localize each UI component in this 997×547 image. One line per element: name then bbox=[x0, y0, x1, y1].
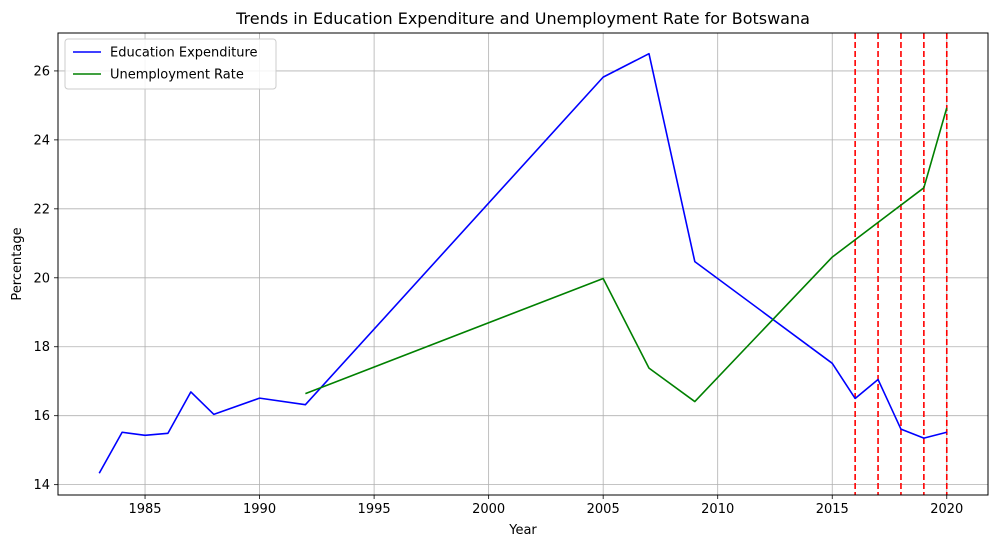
x-tick-label: 2015 bbox=[816, 502, 849, 517]
y-tick-label: 26 bbox=[33, 64, 50, 79]
y-tick-label: 14 bbox=[33, 478, 50, 493]
x-tick-label: 2010 bbox=[701, 502, 734, 517]
x-tick-label: 1985 bbox=[128, 502, 161, 517]
legend: Education Expenditure Unemployment Rate bbox=[64, 38, 277, 90]
series-line-education-expenditure bbox=[98, 52, 947, 474]
y-tick-label: 24 bbox=[33, 133, 50, 148]
y-axis-label: Percentage bbox=[10, 227, 25, 300]
y-tick-label: 22 bbox=[33, 202, 50, 217]
legend-label: Unemployment Rate bbox=[110, 68, 244, 83]
legend-box bbox=[64, 38, 277, 90]
x-tick-label: 2000 bbox=[472, 502, 505, 517]
x-tick-label: 1995 bbox=[358, 502, 391, 517]
series-line-unemployment-rate bbox=[305, 107, 948, 403]
y-tick-label: 16 bbox=[33, 409, 50, 424]
x-tick-label: 1990 bbox=[243, 502, 276, 517]
y-tick-label: 20 bbox=[33, 271, 50, 286]
x-tick-label: 2020 bbox=[930, 502, 963, 517]
y-tick-label: 18 bbox=[33, 340, 50, 355]
x-axis-label: Year bbox=[508, 523, 537, 538]
legend-label: Education Expenditure bbox=[110, 46, 258, 61]
plot-frame bbox=[57, 32, 989, 496]
x-tick-label: 2005 bbox=[587, 502, 620, 517]
x-axis-ticks: 1985 1990 1995 2000 2005 2010 2015 2020 bbox=[128, 495, 963, 517]
series-lines bbox=[98, 52, 948, 474]
chart-title: Trends in Education Expenditure and Unem… bbox=[235, 9, 810, 28]
y-axis-ticks: 14 16 18 20 22 24 26 bbox=[33, 64, 58, 493]
